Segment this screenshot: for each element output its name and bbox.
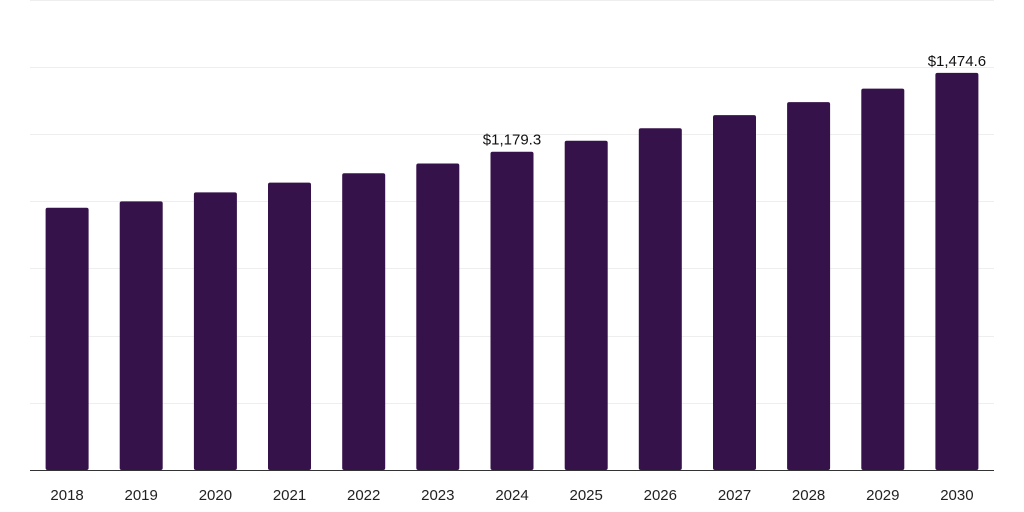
x-tick-label-2022: 2022	[347, 487, 380, 504]
x-tick-label-2019: 2019	[125, 487, 158, 504]
bar-2022	[342, 173, 386, 470]
data-label-2030: $1,474.6	[928, 53, 986, 70]
x-tick-label-2024: 2024	[495, 487, 528, 504]
bar-2019	[119, 201, 163, 470]
bar-2024	[490, 151, 534, 470]
bar-2025	[564, 140, 608, 470]
bar-2021	[268, 182, 311, 470]
bar-2030	[935, 72, 979, 471]
data-labels: $1,179.3 $1,474.6	[483, 53, 986, 149]
bar-2028	[787, 102, 831, 470]
x-tick-label-2026: 2026	[644, 487, 677, 504]
bar-2026	[638, 128, 682, 470]
x-tick-label-2018: 2018	[50, 487, 83, 504]
x-tick-label-2021: 2021	[273, 487, 306, 504]
bar-2027	[713, 115, 756, 470]
data-label-2024: $1,179.3	[483, 132, 541, 149]
x-tick-label-2023: 2023	[421, 487, 454, 504]
x-tick-label-2029: 2029	[866, 487, 899, 504]
x-tick-label-2025: 2025	[570, 487, 603, 504]
x-axis-ticks: 2018 2019 2020 2021 2022 2023 2024 2025 2026 2027…	[50, 487, 973, 504]
bar-2029	[861, 88, 905, 470]
bar-2020	[193, 192, 237, 470]
x-tick-label-2020: 2020	[199, 487, 232, 504]
bar-2023	[416, 163, 460, 470]
x-tick-label-2030: 2030	[940, 487, 973, 504]
x-tick-label-2027: 2027	[718, 487, 751, 504]
bar-2018	[45, 207, 89, 471]
bars	[45, 72, 979, 471]
x-tick-label-2028: 2028	[792, 487, 825, 504]
